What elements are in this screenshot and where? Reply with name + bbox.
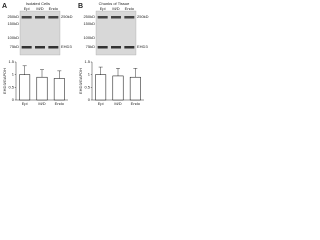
bar <box>112 75 124 101</box>
lane-label: Epi <box>100 6 106 11</box>
bar <box>129 76 141 101</box>
x-tick-label: M/D <box>38 101 45 106</box>
x-tick-label: Endo <box>131 101 141 106</box>
y-axis-label: EHD3/GAPDH <box>2 68 7 94</box>
band <box>111 16 121 19</box>
y-tick-label: 0 <box>88 97 91 102</box>
lane-label: Epi <box>24 6 30 11</box>
band <box>111 46 121 49</box>
band-label: 250kD <box>61 14 73 19</box>
lane-label: M/D <box>112 6 119 11</box>
band <box>35 16 45 19</box>
band-label: EHD3 <box>61 44 72 49</box>
x-tick-label: Epi <box>22 101 28 106</box>
marker-label: 75kD <box>10 44 19 49</box>
y-tick-label: 0.5 <box>8 84 14 89</box>
bar <box>36 76 48 101</box>
band <box>35 46 45 49</box>
blot-title: Isolated Cells <box>26 1 50 6</box>
band <box>97 46 108 49</box>
marker-label: 100kD <box>7 35 19 40</box>
lane-label: Endo <box>125 6 135 11</box>
y-tick-label: 1.5 <box>84 59 90 64</box>
band <box>97 16 108 19</box>
marker-label: 250kD <box>7 14 19 19</box>
band <box>48 16 59 19</box>
lane-label: M/D <box>36 6 43 11</box>
marker-label: 150kD <box>83 21 95 26</box>
band-label: 250kD <box>137 14 149 19</box>
x-tick-label: Endo <box>55 101 65 106</box>
panel-label: B <box>78 3 83 10</box>
panel-label: A <box>2 3 7 10</box>
band <box>21 46 32 49</box>
band <box>48 46 59 49</box>
bar <box>95 74 107 101</box>
bar <box>53 78 65 101</box>
x-tick-label: M/D <box>114 101 121 106</box>
lane-label: Endo <box>49 6 59 11</box>
y-tick-label: 1 <box>12 72 15 77</box>
y-tick-label: 0.5 <box>84 84 90 89</box>
bar <box>19 74 31 101</box>
marker-label: 250kD <box>83 14 95 19</box>
marker-label: 75kD <box>86 44 95 49</box>
y-axis-label: EHD3/GAPDH <box>78 68 83 94</box>
band-label: EHD3 <box>137 44 148 49</box>
x-tick-label: Epi <box>98 101 104 106</box>
y-tick-label: 1.5 <box>8 59 14 64</box>
marker-label: 150kD <box>7 21 19 26</box>
band <box>124 16 135 19</box>
y-tick-label: 1 <box>88 72 91 77</box>
band <box>21 16 32 19</box>
blot-title: Chunks of Tissue <box>99 1 130 6</box>
band <box>124 46 135 49</box>
marker-label: 100kD <box>83 35 95 40</box>
y-tick-label: 0 <box>12 97 15 102</box>
